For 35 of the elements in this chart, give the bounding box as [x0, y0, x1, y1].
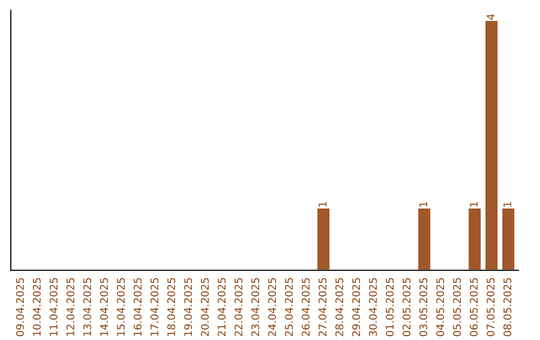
- x-tick-label: 24.04.2025: [268, 278, 276, 336]
- x-tick-label: 05.05.2025: [453, 278, 461, 336]
- data-label: 4: [486, 14, 494, 20]
- x-tick-label: 10.04.2025: [32, 278, 41, 336]
- x-tick-label: 21.04.2025: [218, 278, 226, 336]
- x-tick-label: 14.04.2025: [100, 278, 108, 336]
- x-tick-label: 11.04.2025: [50, 278, 58, 336]
- x-tick-label: 22.04.2025: [234, 278, 242, 336]
- x-tick-label: 02.05.2025: [402, 278, 410, 336]
- x-tick-label: 30.04.2025: [368, 278, 377, 336]
- x-tick-label: 23.04.2025: [251, 278, 260, 336]
- x-tick-label: 06.05.2025: [470, 278, 478, 336]
- x-tick-label: 04.05.2025: [436, 278, 444, 336]
- x-tick-label: 27.04.2025: [318, 278, 326, 336]
- x-tick-label: 28.04.2025: [335, 278, 344, 336]
- x-tick-label: 18.04.2025: [167, 278, 176, 336]
- x-tick-label: 08.05.2025: [503, 278, 512, 336]
- x-tick-label: 16.04.2025: [134, 278, 142, 336]
- x-tick-label: 19.04.2025: [184, 278, 192, 336]
- x-tick-label: 07.05.2025: [486, 278, 495, 336]
- x-tick-label: 03.05.2025: [419, 278, 428, 336]
- x-tick-label: 29.04.2025: [352, 278, 360, 336]
- x-tick-label: 26.04.2025: [302, 278, 310, 336]
- x-tick-label: 12.04.2025: [66, 278, 74, 336]
- data-label: 1: [318, 202, 326, 207]
- x-tick-label: 09.04.2025: [16, 278, 24, 336]
- x-tick-label: 01.05.2025: [386, 278, 394, 336]
- x-tick-label: 20.04.2025: [200, 278, 209, 336]
- data-label: 1: [420, 202, 428, 207]
- data-label: 1: [470, 202, 478, 207]
- x-tick-label: 15.04.2025: [116, 278, 125, 336]
- x-tick-label: 17.04.2025: [150, 278, 158, 336]
- x-tick-label: 25.04.2025: [284, 278, 293, 336]
- data-label: 1: [504, 202, 512, 207]
- x-tick-label: 13.04.2025: [83, 278, 92, 336]
